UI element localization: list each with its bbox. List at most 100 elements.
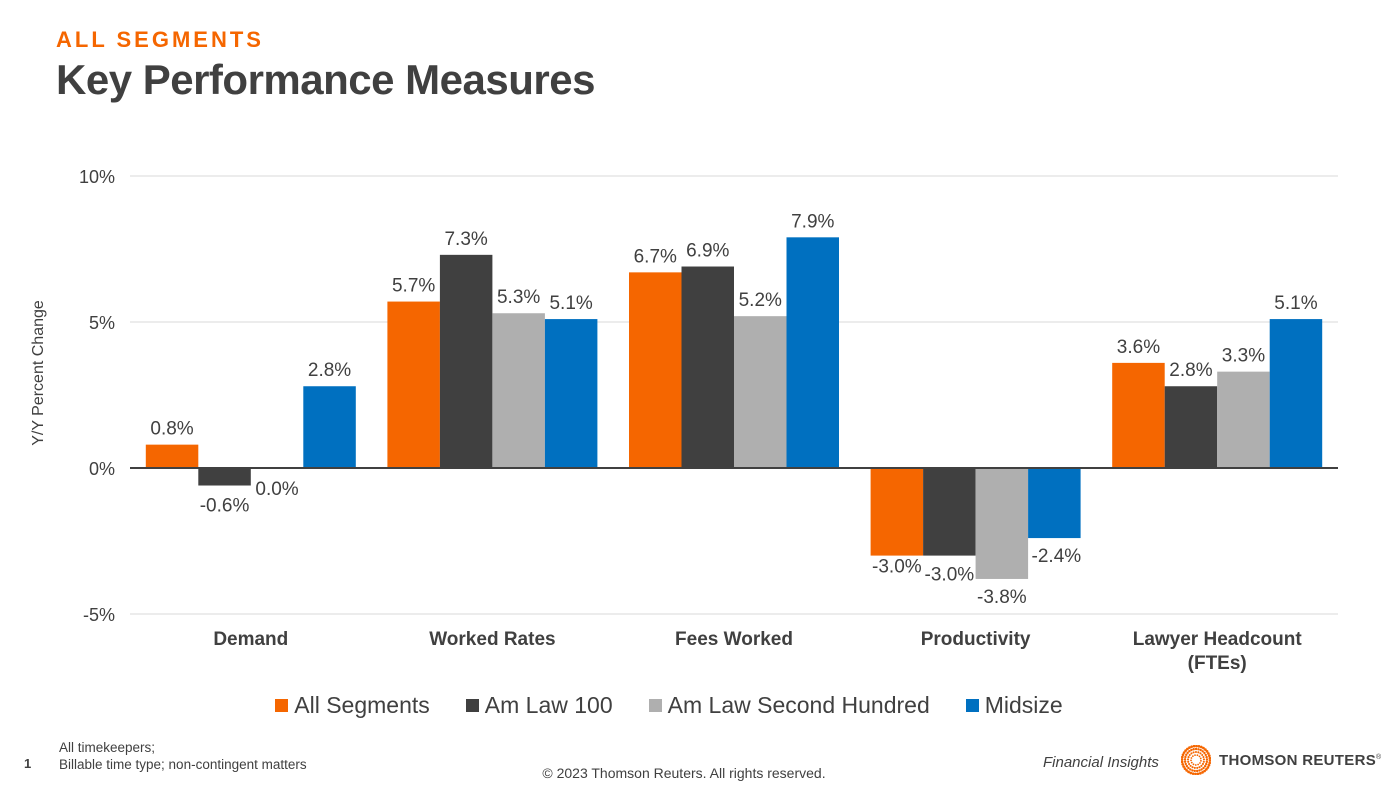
logo-dot (1198, 771, 1202, 775)
x-category-label: Fees Worked (675, 629, 793, 650)
logo-dot (1192, 745, 1196, 748)
logo-dot (1190, 752, 1193, 755)
legend-swatch (965, 699, 979, 712)
legend-swatch (465, 699, 479, 712)
logo-dot (1190, 757, 1193, 759)
legend-label: All Segments (294, 692, 430, 718)
logo-dot (1191, 766, 1194, 769)
logo-dot (1182, 751, 1186, 754)
logo-dot (1195, 769, 1199, 773)
logo-dot (1199, 745, 1203, 749)
data-labels: 0.8% 5.7% 6.7% -3.0% 3.6% -0.6% 7.3% 6.9% -3.0% 2… (150, 211, 1317, 608)
logo-dot (1187, 766, 1190, 770)
x-category-label: Lawyer Headcount (1133, 629, 1303, 650)
data-label: 0.8% (150, 419, 193, 440)
logo-dot (1205, 768, 1208, 771)
logo-dot (1188, 762, 1191, 766)
footnote-line-2: Billable time type; non-contingent matte… (59, 757, 307, 772)
logo-dot (1205, 750, 1209, 753)
y-axis-label: Y/Y Percent Change (30, 300, 47, 446)
logo-dot (1208, 761, 1211, 765)
chart-legend: All Segments Am Law 100 Am Law Second Hund… (0, 692, 1338, 719)
logo-dot (1199, 762, 1201, 764)
logo-dot (1201, 762, 1204, 766)
data-label: 2.8% (308, 360, 351, 381)
logo-dot (1185, 753, 1188, 757)
logo-dot (1201, 753, 1204, 757)
y-axis-ticks: 10% 5% 0% -5% (79, 167, 115, 625)
logo-dot (1202, 756, 1205, 759)
legend-item: Am Law 100 (465, 692, 613, 719)
y-tick-label: -5% (83, 605, 115, 625)
logo-dot (1186, 747, 1189, 751)
logo-dot (1194, 772, 1197, 775)
data-label: -0.6% (200, 496, 250, 517)
brand-text: THOMSON REUTERS (1219, 751, 1377, 769)
logo-dot (1190, 761, 1193, 764)
legend-label: Midsize (984, 692, 1063, 718)
logo-dot (1200, 759, 1202, 762)
page-number: 1 (24, 756, 32, 771)
bar-am-law-100 (681, 266, 734, 468)
x-category-label: Worked Rates (429, 629, 555, 650)
legend-item: Am Law Second Hundred (648, 692, 930, 719)
logo-dot (1198, 769, 1201, 772)
thomson-reuters-logo-icon (1181, 745, 1211, 775)
logo-dot (1204, 748, 1207, 751)
logo-dot (1181, 758, 1184, 761)
logo-dot (1188, 746, 1191, 749)
registered-mark: ® (1376, 753, 1382, 761)
data-label: 6.9% (686, 241, 729, 262)
logo-dot (1187, 760, 1190, 763)
x-category-label: (FTEs) (1188, 653, 1247, 674)
logo-dot (1182, 765, 1185, 768)
logo-dot (1190, 748, 1193, 752)
logo-dot (1185, 764, 1189, 768)
bar-midsize (786, 237, 839, 468)
data-label: 5.1% (1274, 293, 1317, 314)
y-tick-label: 0% (89, 459, 115, 479)
logo-dot (1192, 751, 1195, 754)
brand-logo: THOMSON REUTERS® (1181, 745, 1381, 775)
logo-dot (1200, 768, 1203, 771)
logo-dot (1185, 769, 1188, 772)
data-label: 0.0% (255, 479, 298, 500)
logo-dot (1181, 762, 1185, 766)
legend-item: All Segments (275, 692, 430, 719)
logo-dot (1197, 751, 1200, 754)
bar-am-law-100 (198, 468, 251, 486)
data-label: 5.7% (392, 276, 435, 297)
logo-dot (1187, 756, 1190, 759)
bar-am-law-second-hundred (1217, 371, 1270, 468)
logo-dot (1194, 764, 1197, 766)
logo-dot (1202, 766, 1205, 770)
logo-dot (1190, 745, 1194, 749)
logo-dot (1194, 747, 1198, 751)
logo-dot (1207, 763, 1211, 767)
bar-all-segments (629, 272, 682, 468)
bar-am-law-100 (923, 468, 976, 556)
footnote: All timekeepers; Billable time type; non… (59, 739, 307, 773)
data-label: 5.2% (739, 290, 782, 311)
data-label: 3.6% (1117, 337, 1160, 358)
legend-label: Am Law 100 (484, 692, 613, 718)
logo-dot (1191, 755, 1194, 758)
logo-dot (1205, 755, 1208, 759)
data-label: 7.3% (444, 229, 487, 250)
bar-midsize (1269, 319, 1323, 468)
bar-midsize (303, 386, 356, 468)
logo-dot (1196, 754, 1199, 757)
logo-dot (1189, 768, 1192, 771)
logo-dot (1184, 755, 1187, 759)
logo-dot (1207, 752, 1210, 755)
logo-dot (1206, 766, 1210, 769)
logo-dot (1183, 767, 1187, 770)
page-title: Key Performance Measures (56, 56, 595, 103)
logo-dot (1193, 766, 1196, 769)
logo-dot (1201, 771, 1204, 774)
logo-dot (1183, 758, 1187, 761)
logo-dot (1202, 758, 1206, 761)
logo-dot (1192, 748, 1195, 751)
logo-dot (1204, 753, 1207, 757)
section-name: Financial Insights (1043, 754, 1159, 771)
